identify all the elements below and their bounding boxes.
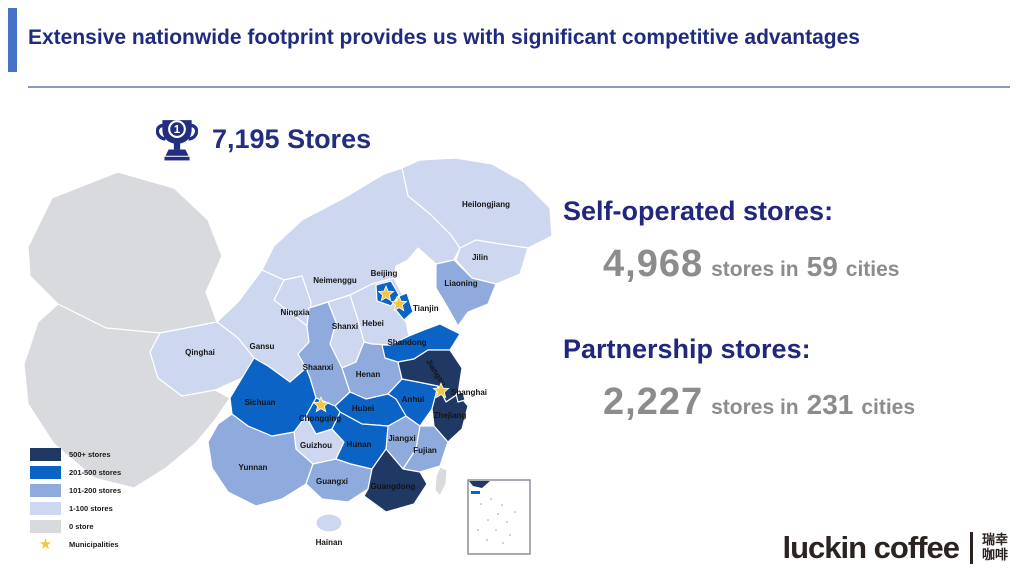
province-shandong <box>381 323 461 363</box>
province-hainan <box>315 513 343 533</box>
legend-swatch <box>30 484 61 497</box>
logo-divider <box>969 532 973 564</box>
municipality-star-shanghai <box>432 381 450 399</box>
legend-row-0: 0 store <box>30 520 121 533</box>
legend-label: 1-100 stores <box>69 504 113 513</box>
province-label-shandong: Shandong <box>387 338 426 347</box>
province-guangdong <box>363 448 428 513</box>
legend-swatch <box>30 466 61 479</box>
cities-text: cities <box>861 396 916 419</box>
trophy-icon: 1 <box>156 120 198 161</box>
stores-in-text: stores in <box>711 258 799 281</box>
province-label-sichuan: Sichuan <box>244 398 275 407</box>
logo-wordmark: luckin coffee <box>782 530 959 565</box>
partnership-block: Partnership stores: 2,227 stores in 231 … <box>563 334 1013 424</box>
province-shanghai <box>455 391 466 403</box>
store-stats: Self-operated stores: 4,968 stores in 59… <box>563 196 1013 424</box>
province-label-chongqing: Chongqing <box>299 414 341 423</box>
self-operated-block: Self-operated stores: 4,968 stores in 59… <box>563 196 1013 286</box>
province-label-guangxi: Guangxi <box>316 477 348 486</box>
total-stores-label: 7,195 Stores <box>212 123 372 154</box>
cities-text: cities <box>845 258 900 281</box>
legend-row-500+: 500+ stores <box>30 448 121 461</box>
china-map: Heilongjiang Jilin Neimenggu Hebei Shanxi Nin… <box>10 152 570 572</box>
partnership-city-count: 231 <box>806 389 854 420</box>
province-label-zhejiang: Zhejiang <box>434 411 467 420</box>
province-label-shanxi: Shanxi <box>332 322 358 331</box>
stores-in-text: stores in <box>711 396 799 419</box>
self-operated-value-line: 4,968 stores in 59 cities <box>603 243 1013 286</box>
province-taiwan <box>434 466 448 497</box>
partnership-value-line: 2,227 stores in 231 cities <box>603 381 1013 424</box>
title-divider <box>28 86 1010 88</box>
province-label-beijing: Beijing <box>371 269 398 278</box>
province-label-ningxia: Ningxia <box>281 308 310 317</box>
province-label-shaanxi: Shaanxi <box>303 363 334 372</box>
province-label-hubei: Hubei <box>352 404 374 413</box>
star-icon: ★ <box>38 536 53 553</box>
page-title: Extensive nationwide footprint provides … <box>28 26 860 49</box>
province-label-neimenggu: Neimenggu <box>313 276 357 285</box>
province-sichuan <box>229 357 317 437</box>
legend-label: Municipalities <box>69 540 119 549</box>
province-label-fujian: Fujian <box>413 446 437 455</box>
self-operated-heading: Self-operated stores: <box>563 196 834 226</box>
partnership-store-count: 2,227 <box>603 381 704 423</box>
legend-swatch <box>30 520 61 533</box>
province-qinghai <box>149 321 255 397</box>
map-legend: 500+ stores 201-500 stores 101-200 stores 1… <box>30 448 121 553</box>
self-operated-store-count: 4,968 <box>603 243 704 285</box>
south-china-sea-inset <box>467 479 531 555</box>
china-map-svg: Heilongjiang Jilin Neimenggu Hebei Shanxi Nin… <box>23 157 553 555</box>
legend-swatch <box>30 502 61 515</box>
luckin-coffee-logo: luckin coffee 瑞幸 咖啡 <box>782 530 1008 566</box>
province-label-hebei: Hebei <box>362 319 384 328</box>
province-jilin <box>455 239 529 285</box>
province-label-hunan: Hunan <box>347 440 372 449</box>
province-label-jilin: Jilin <box>472 253 488 262</box>
trophy-rank-number: 1 <box>174 124 181 136</box>
partnership-heading: Partnership stores: <box>563 334 811 364</box>
province-label-tianjin: Tianjin <box>413 304 439 313</box>
province-label-jiangxi: Jiangxi <box>388 434 416 443</box>
legend-row-201-500: 201-500 stores <box>30 466 121 479</box>
province-label-guizhou: Guizhou <box>300 441 332 450</box>
self-operated-city-count: 59 <box>806 251 838 282</box>
province-label-shanghai: Shanghai <box>451 388 487 397</box>
legend-label: 101-200 stores <box>69 486 122 495</box>
province-liaoning <box>435 259 497 327</box>
total-stores-callout: 1 7,195 Stores <box>156 116 371 162</box>
municipality-star-tianjin <box>390 294 408 312</box>
legend-row-101-200: 101-200 stores <box>30 484 121 497</box>
province-label-anhui: Anhui <box>402 395 425 404</box>
province-label-qinghai: Qinghai <box>185 348 215 357</box>
logo-chinese-name: 瑞幸 咖啡 <box>981 532 1008 562</box>
province-label-guangdong: Guangdong <box>371 482 416 491</box>
municipality-star-beijing <box>377 284 395 302</box>
province-label-gansu: Gansu <box>250 342 275 351</box>
province-chongqing <box>305 397 341 435</box>
legend-label: 500+ stores <box>69 450 111 459</box>
legend-label: 201-500 stores <box>69 468 122 477</box>
province-label-hainan: Hainan <box>316 538 343 547</box>
province-label-liaoning: Liaoning <box>444 279 477 288</box>
legend-row-municipalities: ★ Municipalities <box>30 536 121 553</box>
municipality-star-chongqing <box>312 395 330 413</box>
title-accent-bar <box>8 8 17 72</box>
province-label-henan: Henan <box>356 370 381 379</box>
legend-swatch <box>30 448 61 461</box>
legend-label: 0 store <box>69 522 94 531</box>
province-label-heilongjiang: Heilongjiang <box>462 200 510 209</box>
legend-row-1-100: 1-100 stores <box>30 502 121 515</box>
province-label-yunnan: Yunnan <box>239 463 268 472</box>
